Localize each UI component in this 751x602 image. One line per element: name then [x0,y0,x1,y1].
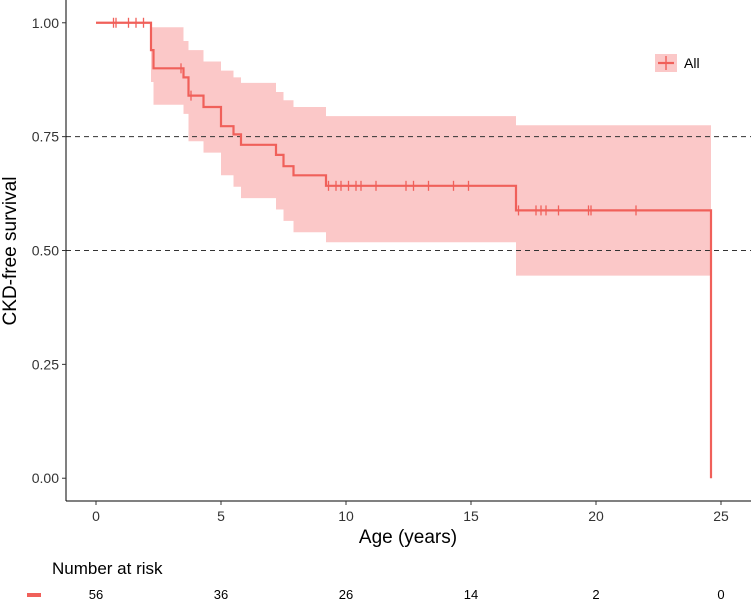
risk-table-series-swatch [27,593,41,597]
risk-table-value: 36 [214,587,228,602]
x-tick-label: 15 [463,508,479,524]
risk-table-value: 2 [592,587,599,602]
y-tick-label: 0.25 [32,356,59,372]
x-tick-label: 10 [338,508,354,524]
y-tick-label: 0.00 [32,470,59,486]
x-tick-label: 0 [92,508,100,524]
risk-table-value: 56 [89,587,103,602]
confidence-band-all [96,22,711,276]
legend-label-all: All [684,55,700,71]
risk-table-value: 14 [464,587,478,602]
x-axis-title: Age (years) [359,527,457,548]
risk-table-title: Number at risk [52,559,163,578]
y-tick-label: 0.75 [32,129,59,145]
axis-ticks: 0.00 0.25 0.50 0.75 1.00 0 5 10 15 20 25 [32,15,729,524]
x-tick-label: 25 [713,508,729,524]
x-tick-label: 20 [588,508,604,524]
y-tick-label: 1.00 [32,15,59,31]
x-tick-label: 5 [217,508,225,524]
risk-table-values: 56 36 26 14 2 0 [89,587,725,602]
survival-curve-all [96,21,713,479]
risk-table-value: 26 [339,587,353,602]
y-axis-title: CKD-free survival [0,177,21,326]
legend: All [655,54,700,72]
plot-area [66,17,751,479]
risk-table-value: 0 [717,587,724,602]
y-tick-label: 0.50 [32,243,59,259]
